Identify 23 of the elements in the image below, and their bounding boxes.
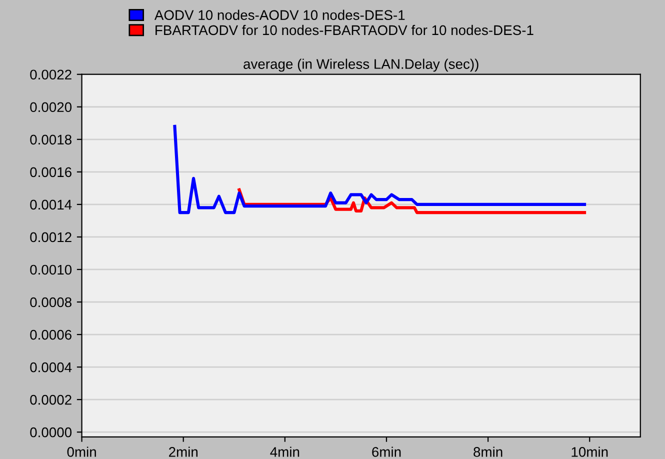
y-tick-label: 0.0022	[30, 70, 72, 80]
y-tick-label: 0.0004	[30, 362, 72, 372]
x-tick-label: 8min	[474, 446, 502, 457]
x-tick-label: 0min	[67, 446, 96, 457]
y-tick-label: 0.0006	[30, 330, 72, 340]
y-tick-label: 0.0020	[30, 102, 72, 112]
legend-label: FBARTAODV for 10 nodes-FBARTAODV for 10 nodes-DES-1	[156, 24, 534, 36]
legend-label: AODV 10 nodes-AODV 10 nodes-DES-1	[154, 10, 405, 20]
line-series	[238, 188, 586, 214]
y-tick-label: 0.0012	[30, 232, 72, 242]
x-tick-label: 4min	[270, 446, 300, 457]
x-tick-label: 6min	[372, 446, 401, 457]
y-tick-label: 0.0016	[30, 167, 72, 178]
y-tick-label: 0.0014	[30, 200, 72, 210]
y-tick-label: 0.0000	[30, 427, 72, 438]
y-tick-label: 0.0008	[30, 297, 72, 308]
y-tick-label: 0.0002	[30, 394, 72, 405]
x-tick-label: 2min	[169, 446, 198, 457]
x-tick-label: 10min	[572, 446, 608, 457]
line-series	[173, 124, 586, 214]
y-tick-label: 0.0018	[30, 134, 72, 145]
chart-title: average (in Wireless LAN.Delay (sec))	[244, 58, 478, 72]
y-tick-label: 0.0010	[30, 264, 72, 275]
